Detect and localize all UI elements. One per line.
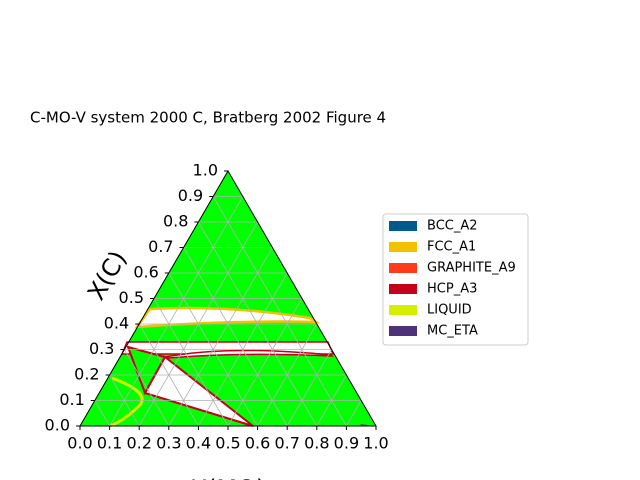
legend-label: BCC_A2 [427,219,478,234]
grid-line [168,247,273,427]
x-tick-label: 0.8 [304,434,329,453]
x-tick-label: 0.7 [274,434,299,453]
legend-swatch [389,305,417,315]
y-tick-label: 0.0 [45,416,70,435]
legend-swatch [389,326,417,336]
x-tick-label: 0.3 [156,434,181,453]
grid-line [227,298,303,427]
legend [382,213,529,346]
chart-title: C-MO-V system 2000 C, Bratberg 2002 Figu… [30,109,386,127]
legend-swatch [389,263,417,273]
y-tick-label: 0.7 [148,237,173,256]
y-tick-label: 0.6 [133,263,158,282]
grid-line [212,196,347,427]
legend-swatch [389,221,417,231]
y-tick-label: 0.9 [178,186,203,205]
x-tick-label: 0.9 [334,434,359,453]
x-axis-label: X(MO) [191,475,266,480]
y-tick-label: 0.2 [74,365,99,384]
x-tick-label: 0.5 [215,434,240,453]
grid-line [124,349,170,427]
legend-label: GRAPHITE_A9 [427,261,516,276]
x-tick-label: 0.2 [126,434,151,453]
grid [94,196,362,427]
grid-line [286,349,332,427]
x-tick-label: 0.0 [67,434,92,453]
legend-label: HCP_A3 [427,282,477,297]
y-tick-label: 0.3 [89,339,114,358]
x-tick-label: 1.0 [363,434,388,453]
y-tick-label: 0.5 [119,288,144,307]
grid-line [109,196,244,427]
legend-swatch [389,284,417,294]
x-tick-label: 0.6 [245,434,270,453]
liquidus-line [109,376,144,428]
x-tick-label: 0.4 [186,434,211,453]
legend-label: LIQUID [427,303,472,318]
grid-line [94,400,110,427]
y-tick-label: 1.0 [193,161,218,180]
legend-swatch [389,242,417,252]
y-tick-label: 0.1 [59,390,84,409]
grid-line [346,400,362,427]
legend-label: FCC_A1 [427,240,476,255]
grid-line [183,247,288,427]
y-tick-label: 0.8 [163,212,188,231]
x-tick-label: 0.1 [97,434,122,453]
grid-line [153,298,229,427]
legend-label: MC_ETA [427,324,478,339]
y-tick-label: 0.4 [104,314,129,333]
